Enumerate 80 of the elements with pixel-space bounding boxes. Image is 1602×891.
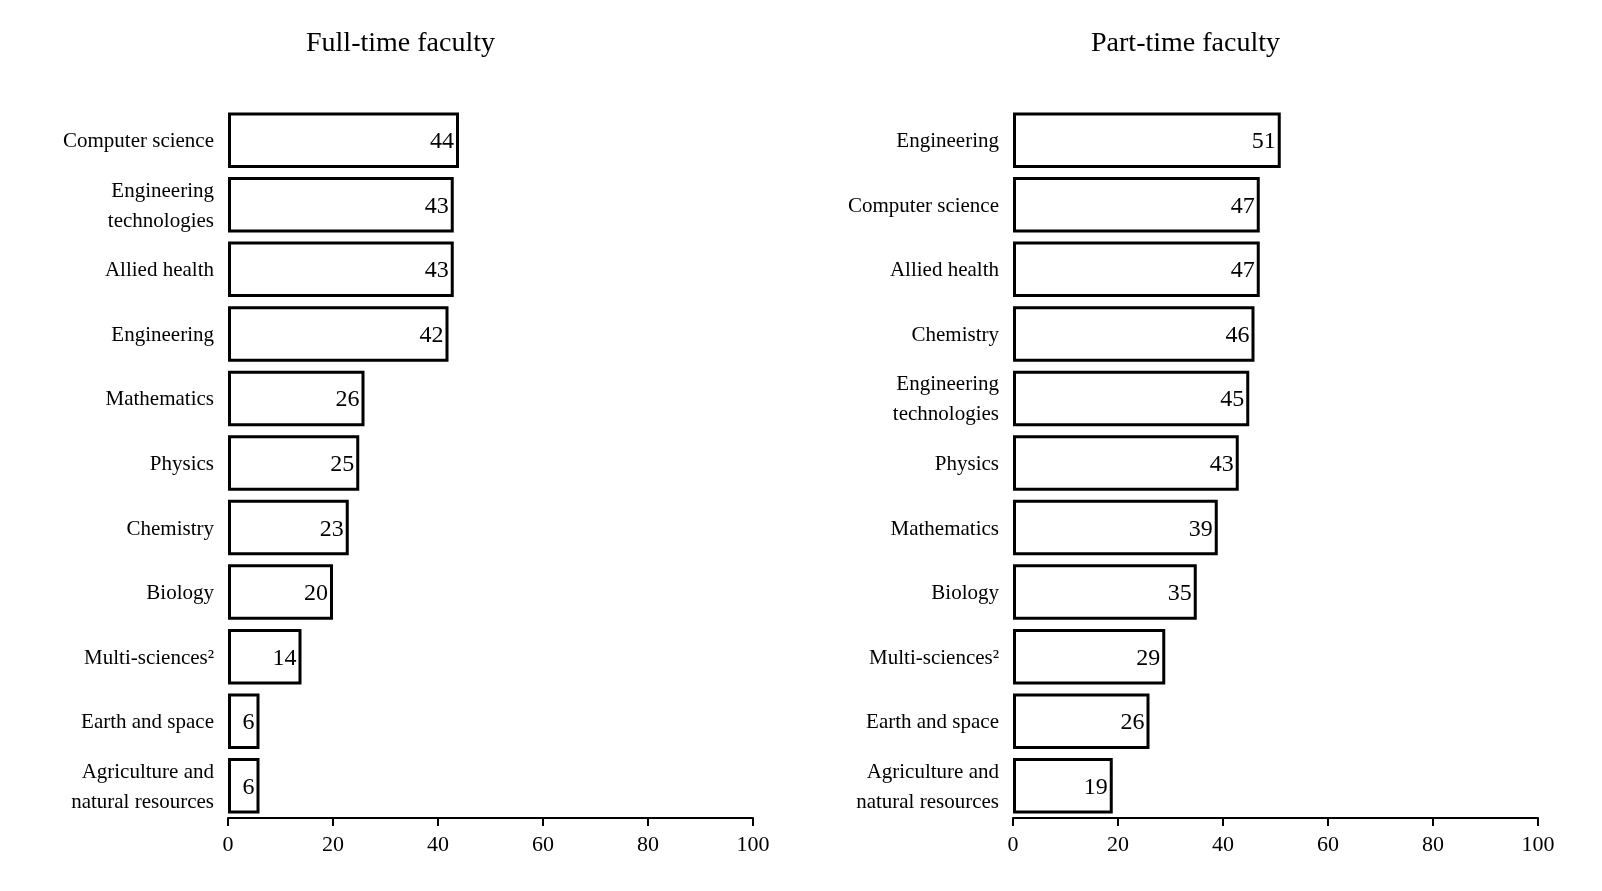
data-label: 47	[1230, 191, 1255, 218]
x-tick-label: 80	[637, 830, 659, 856]
y-tick-label: Chemistry	[126, 515, 215, 540]
data-label: 29	[1136, 643, 1161, 670]
data-label: 14	[272, 643, 297, 670]
y-tick-label: Computer science	[62, 128, 214, 153]
x-tick-label: 100	[1521, 830, 1555, 856]
bar	[228, 757, 260, 814]
y-tick-label: Computer science	[847, 192, 999, 217]
y-tick-label: Biology	[931, 580, 1000, 605]
y-tick-label: Allied health	[889, 257, 1000, 282]
bar	[1013, 177, 1260, 233]
data-label: 23	[319, 514, 344, 541]
bar	[1013, 564, 1197, 620]
bar	[228, 435, 360, 491]
x-tick-label: 40	[1212, 830, 1234, 856]
data-label: 35	[1167, 579, 1192, 606]
x-tick-label: 60	[532, 830, 554, 856]
bar	[228, 564, 333, 620]
y-tick-label: Engineering technologies	[892, 371, 1000, 426]
chart-title: Full-time faculty	[306, 25, 495, 57]
data-label: 26	[335, 385, 360, 412]
bar	[1013, 693, 1150, 749]
bar	[1013, 499, 1218, 556]
bar	[1013, 241, 1260, 298]
chart-title: Part-time faculty	[1091, 25, 1280, 57]
x-tick-label: 20	[322, 830, 344, 856]
bar	[228, 306, 449, 362]
x-tick-label: 80	[1422, 830, 1444, 856]
bar	[228, 241, 454, 298]
data-label: 51	[1251, 127, 1276, 154]
x-tick-label: 0	[222, 830, 234, 856]
y-tick-label: Multi-sciences²	[869, 644, 999, 669]
y-tick-label: Physics	[934, 451, 999, 475]
data-label: 6	[242, 772, 255, 799]
data-label: 42	[419, 320, 444, 347]
y-tick-label: Agriculture and natural resources	[71, 758, 215, 813]
y-tick-label: Physics	[149, 451, 214, 475]
bar	[1013, 628, 1166, 685]
y-tick-label: Multi-sciences²	[84, 644, 214, 669]
x-tick-label: 40	[427, 830, 449, 856]
y-tick-label: Engineering technologies	[107, 177, 215, 232]
bar	[228, 628, 302, 685]
bar	[1013, 306, 1255, 362]
bar	[228, 693, 260, 749]
y-tick-label: Agriculture and natural resources	[856, 758, 1000, 813]
y-tick-label: Mathematics	[890, 515, 999, 540]
data-label: 43	[424, 191, 449, 218]
data-label: 44	[430, 127, 454, 154]
y-tick-label: Earth and space	[81, 709, 214, 734]
y-tick-label: Chemistry	[911, 321, 1000, 346]
bar	[1013, 370, 1250, 427]
bar	[228, 177, 454, 233]
y-tick-label: Earth and space	[866, 709, 999, 734]
data-label: 6	[242, 708, 255, 735]
y-tick-label: Engineering	[896, 128, 1000, 153]
y-tick-label: Biology	[146, 580, 215, 605]
data-label: 45	[1220, 385, 1245, 412]
bar	[1013, 757, 1113, 814]
x-tick-label: 100	[736, 830, 770, 856]
data-label: 19	[1083, 772, 1108, 799]
bar	[228, 112, 459, 169]
data-label: 43	[1209, 450, 1234, 476]
data-label: 43	[424, 256, 449, 283]
data-label: 46	[1225, 320, 1250, 347]
data-label: 47	[1230, 256, 1255, 283]
data-label: 25	[330, 450, 355, 476]
bar	[228, 370, 365, 427]
bar	[1013, 435, 1239, 491]
data-label: 39	[1188, 514, 1213, 541]
bar	[1013, 112, 1281, 169]
bar	[228, 499, 349, 556]
x-tick-label: 20	[1107, 830, 1129, 856]
y-tick-label: Allied health	[104, 257, 215, 282]
data-label: 26	[1120, 708, 1145, 735]
y-tick-label: Engineering	[111, 321, 215, 346]
x-tick-label: 0	[1007, 830, 1019, 856]
data-label: 20	[304, 579, 328, 606]
y-tick-label: Mathematics	[105, 386, 214, 411]
x-tick-label: 60	[1317, 830, 1339, 856]
